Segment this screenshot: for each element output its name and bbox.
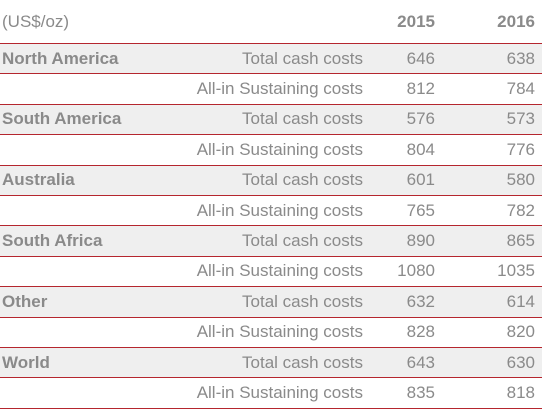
value-2015: 601 [406,170,435,190]
region-label: South America [2,109,122,129]
value-2015: 646 [406,48,435,68]
metric-label: Total cash costs [242,231,363,251]
metric-label: All-in Sustaining costs [196,139,363,159]
region-label: World [2,352,50,372]
table-row: World Total cash costs 643 630 [0,347,542,379]
value-2016: 638 [506,48,535,68]
column-header-2016: 2016 [497,11,535,31]
table-row: All-in Sustaining costs 828 820 [0,318,542,348]
unit-label: (US$/oz) [2,11,70,31]
metric-label: All-in Sustaining costs [196,322,363,342]
value-2015: 828 [406,322,435,342]
value-2015: 812 [406,79,435,99]
value-2015: 765 [406,200,435,220]
value-2015: 643 [406,352,435,372]
metric-label: All-in Sustaining costs [196,382,363,402]
table-row: South Africa Total cash costs 890 865 [0,226,542,257]
value-2015: 835 [406,382,435,402]
metric-label: Total cash costs [242,291,363,311]
metric-label: Total cash costs [242,48,363,68]
value-2016: 1035 [497,261,535,281]
value-2016: 818 [506,382,535,402]
value-2016: 865 [506,231,535,251]
value-2016: 614 [506,291,535,311]
region-label: Other [2,291,48,311]
value-2015: 890 [406,231,435,251]
table-row: All-in Sustaining costs 1080 1035 [0,257,542,288]
metric-label: All-in Sustaining costs [196,79,363,99]
table-row: Australia Total cash costs 601 580 [0,165,542,196]
metric-label: All-in Sustaining costs [196,261,363,281]
value-2016: 776 [506,139,535,159]
value-2015: 804 [406,139,435,159]
value-2016: 580 [506,170,535,190]
table-header: (US$/oz) 2015 2016 [0,0,542,44]
region-label: South Africa [2,231,103,251]
value-2015: 1080 [397,261,435,281]
table-row: All-in Sustaining costs 812 784 [0,74,542,105]
value-2016: 630 [506,352,535,372]
region-label: Australia [2,170,75,190]
metric-label: All-in Sustaining costs [196,200,363,220]
metric-label: Total cash costs [242,170,363,190]
table-row: All-in Sustaining costs 835 818 [0,378,542,409]
value-2015: 576 [406,109,435,129]
table-row: South America Total cash costs 576 573 [0,104,542,136]
metric-label: Total cash costs [242,109,363,129]
value-2016: 782 [506,200,535,220]
table-row: All-in Sustaining costs 765 782 [0,196,542,227]
region-label: North America [2,48,119,68]
table-row: Other Total cash costs 632 614 [0,287,542,318]
value-2016: 573 [506,109,535,129]
metric-label: Total cash costs [242,352,363,372]
table-row: All-in Sustaining costs 804 776 [0,135,542,166]
column-header-2015: 2015 [397,11,435,31]
value-2015: 632 [406,291,435,311]
value-2016: 820 [506,322,535,342]
table-row: North America Total cash costs 646 638 [0,44,542,75]
value-2016: 784 [506,79,535,99]
